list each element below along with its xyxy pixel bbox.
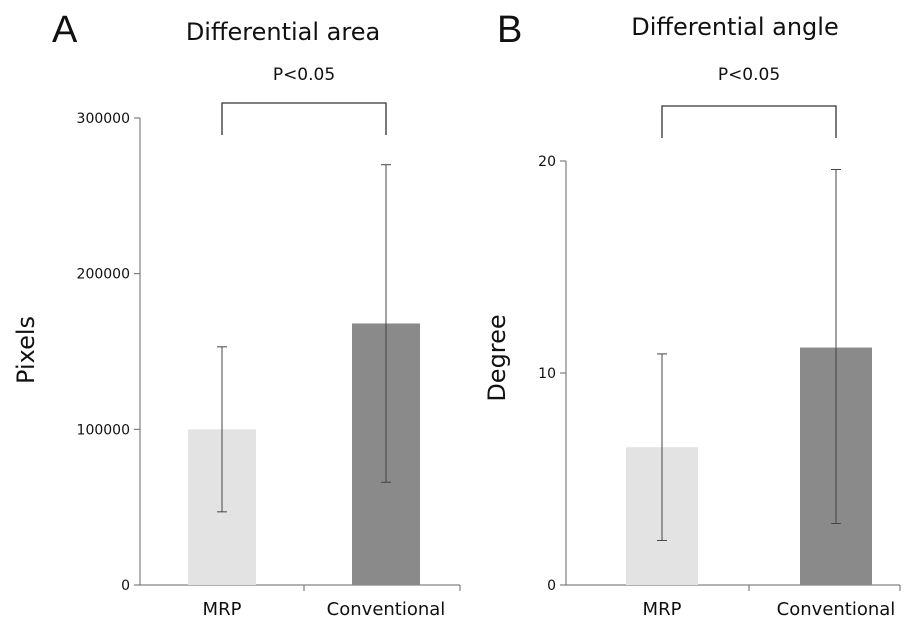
panel-letter: A: [52, 9, 78, 51]
y-tick-label: 0: [121, 578, 130, 594]
y-axis-label: Degree: [483, 314, 511, 401]
chart-panel-a: A Differential area Pixels 0 100000 200000 300…: [12, 9, 461, 620]
x-tick-label: MRP: [643, 599, 682, 620]
x-tick-label: MRP: [203, 599, 242, 620]
y-tick-label: 100000: [77, 422, 130, 438]
chart-panel-b: B Differential angle Degree 0 10 20 MRP Convent…: [483, 9, 901, 620]
x-tick-label: Conventional: [327, 599, 446, 620]
significance-label: P<0.05: [273, 65, 335, 85]
significance-bracket: [661, 105, 837, 138]
y-axis-label: Pixels: [12, 316, 40, 384]
y-tick-label: 200000: [77, 267, 130, 283]
y-tick-label: 0: [547, 578, 556, 594]
y-tick-label: 20: [538, 154, 556, 170]
chart-title: Differential area: [186, 18, 380, 46]
panel-letter: B: [497, 9, 522, 51]
significance-bracket: [221, 102, 387, 135]
significance-label: P<0.05: [718, 65, 780, 85]
y-tick-label: 300000: [77, 111, 130, 127]
x-tick-label: Conventional: [777, 599, 896, 620]
y-tick-label: 10: [538, 366, 556, 382]
chart-title: Differential angle: [631, 13, 838, 41]
